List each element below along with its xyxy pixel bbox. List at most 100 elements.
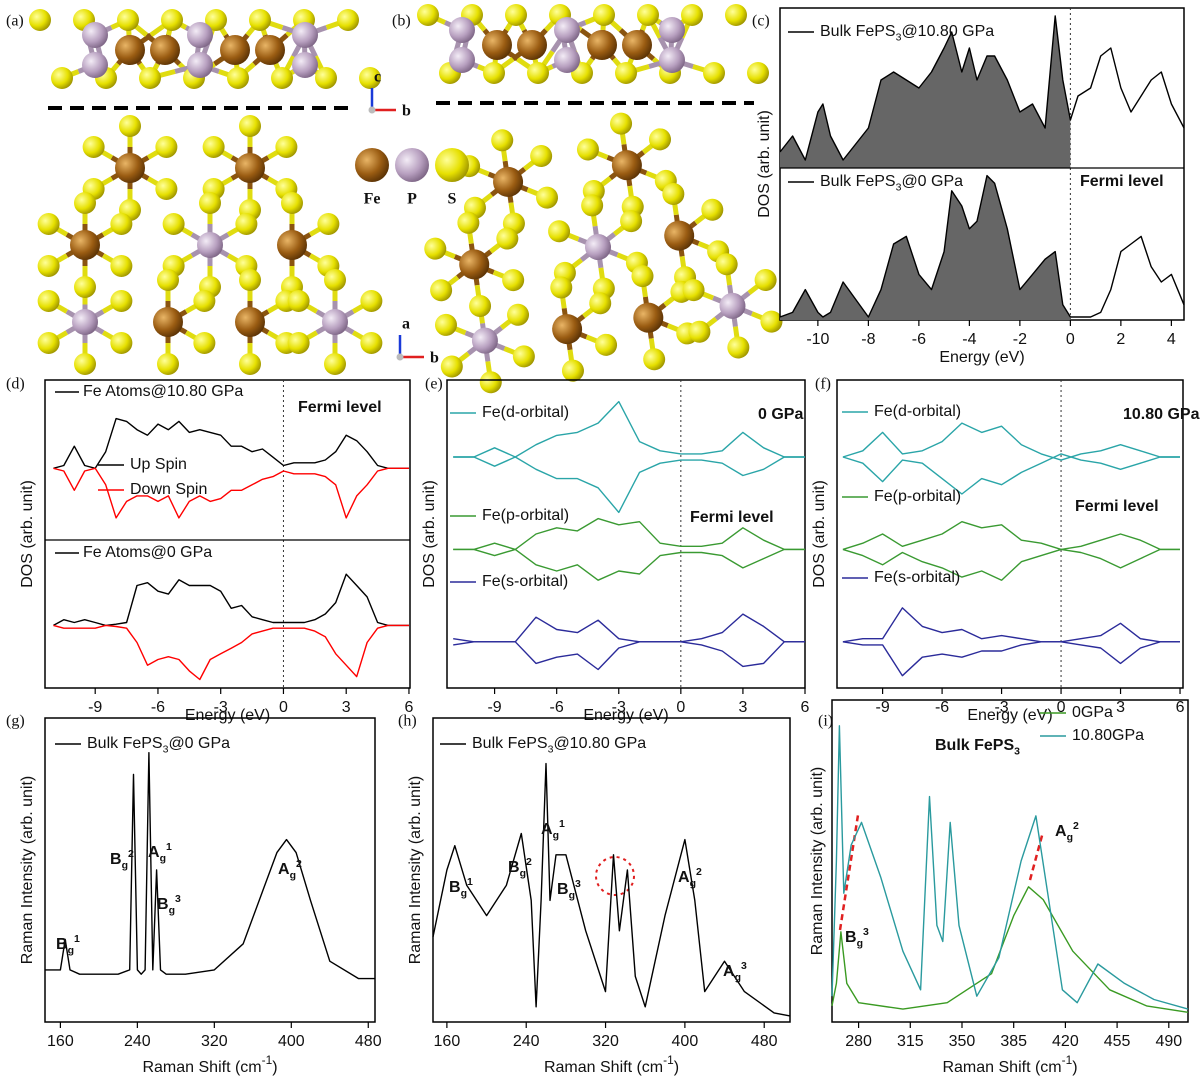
x-tick-label: 240	[124, 1033, 151, 1050]
text-part: 2	[296, 858, 302, 870]
x-tick-label: 455	[1104, 1033, 1131, 1050]
x-tick-label: 480	[751, 1033, 778, 1050]
atom-s	[648, 128, 671, 151]
panel-label: (e)	[425, 376, 443, 393]
text-part: Bulk FePS	[87, 735, 163, 752]
x-tick-label: 6	[801, 699, 810, 716]
atom-s	[561, 359, 584, 382]
text-part: B	[110, 851, 122, 868]
text-part: A	[148, 844, 160, 861]
text-part: g	[290, 869, 296, 881]
atom-s	[239, 353, 261, 375]
atom-s	[527, 62, 549, 84]
x-tick-label: 385	[1000, 1033, 1027, 1050]
x-tick-label: 315	[897, 1033, 924, 1050]
annotation: Ag1	[541, 818, 565, 841]
atom-legend-label: P	[407, 191, 417, 208]
series-line	[453, 613, 805, 643]
atom-fe	[622, 30, 652, 60]
dos-area	[780, 175, 1071, 320]
x-axis-title: Energy (eV)	[939, 349, 1024, 366]
text-part: Bulk FePS	[472, 735, 548, 752]
series-line	[842, 453, 1180, 495]
text-part: g	[857, 937, 863, 949]
text-part: 1	[166, 841, 172, 853]
annotation: Fermi level	[298, 399, 382, 416]
series-line	[453, 400, 805, 458]
atom-s	[37, 290, 60, 312]
annotation: Fermi level	[1080, 173, 1164, 190]
series-line	[432, 762, 791, 1017]
panel-label: (i)	[818, 713, 833, 730]
x-tick-label: -8	[861, 331, 875, 348]
atom-s	[360, 332, 383, 354]
series-line	[453, 517, 805, 551]
atom-fe	[115, 35, 145, 65]
atom-p	[449, 47, 475, 73]
atom-fe	[493, 166, 524, 197]
text-part: 2	[1073, 820, 1079, 832]
atom-s	[37, 255, 60, 277]
atom-s	[550, 276, 573, 299]
x-tick-label: -3	[214, 699, 228, 716]
plot-frame	[44, 379, 411, 689]
axis-name: a	[402, 316, 410, 333]
series-line	[53, 467, 409, 519]
atom-s	[74, 353, 96, 375]
atom-s	[643, 348, 666, 371]
atom-s	[239, 269, 261, 291]
panel-label: (h)	[398, 713, 417, 730]
x-tick-label: -6	[912, 331, 926, 348]
shift-arrow	[1028, 831, 1045, 881]
annotation: Bg3	[557, 878, 581, 901]
atom-p	[187, 22, 213, 48]
atom-s	[434, 313, 457, 336]
atom-p	[449, 17, 475, 43]
text-part: 3	[575, 878, 581, 890]
atom-s	[662, 182, 685, 205]
text-part: )	[674, 1059, 679, 1076]
atom-s	[157, 269, 179, 291]
panel-label: (f)	[815, 376, 831, 393]
atom-s	[760, 310, 783, 333]
x-tick-label: 240	[513, 1033, 540, 1050]
x-tick-label: 0	[676, 699, 685, 716]
atom-s	[281, 192, 303, 214]
text-part: @0 GPa	[168, 735, 230, 752]
text-part: @0 GPa	[901, 173, 963, 190]
text-part: Bulk FePS	[820, 173, 896, 190]
x-tick-label: -6	[935, 699, 949, 716]
series-line	[842, 548, 1180, 581]
atom-s	[727, 336, 750, 359]
x-tick-label: 320	[201, 1033, 228, 1050]
legend-label: Fe(p-orbital)	[482, 507, 569, 524]
axis-name: b	[430, 350, 439, 367]
structure-side-b	[417, 4, 769, 84]
atom-s	[162, 213, 185, 235]
text-part: 3	[1014, 745, 1020, 757]
atom-s	[139, 67, 161, 89]
text-part: A	[678, 869, 690, 886]
x-tick-label: 2	[1116, 331, 1125, 348]
series-line	[45, 752, 375, 980]
atom-s	[110, 255, 133, 277]
atom-s	[275, 136, 298, 158]
annotation: Ag2	[1055, 820, 1079, 843]
x-tick-label: 0	[279, 699, 288, 716]
atom-s	[747, 62, 769, 84]
x-tick-label: 3	[1116, 699, 1125, 716]
atom-p	[197, 232, 223, 258]
legend-label: Fe(p-orbital)	[874, 488, 961, 505]
atom-s	[725, 4, 747, 26]
text-part: Bulk FePS	[935, 737, 1014, 754]
series-line	[779, 174, 1185, 318]
annotation: Bulk FePS3	[935, 737, 1020, 757]
x-tick-label: -9	[88, 699, 102, 716]
atom-s	[110, 332, 133, 354]
atom-s	[530, 145, 553, 168]
atom-p	[719, 292, 746, 319]
text-part: 1	[74, 933, 80, 945]
text-part: )	[272, 1059, 277, 1076]
x-tick-label: 0	[1066, 331, 1075, 348]
atom-s	[155, 136, 178, 158]
